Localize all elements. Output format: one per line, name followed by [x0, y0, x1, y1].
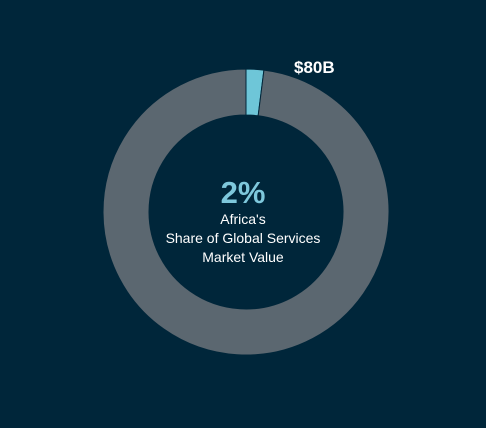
center-value: 2%: [220, 175, 266, 210]
center-caption-line-3: Market Value: [202, 249, 284, 265]
center-caption-line-1: Africa's: [220, 211, 266, 227]
center-label: 2% Africa's Share of Global Services Mar…: [143, 176, 343, 267]
slice-value-label: $80B: [294, 58, 335, 77]
donut-slice-rest-of-world: [102, 68, 390, 356]
center-caption-line-2: Share of Global Services: [165, 230, 321, 246]
donut-slices: [102, 68, 390, 356]
